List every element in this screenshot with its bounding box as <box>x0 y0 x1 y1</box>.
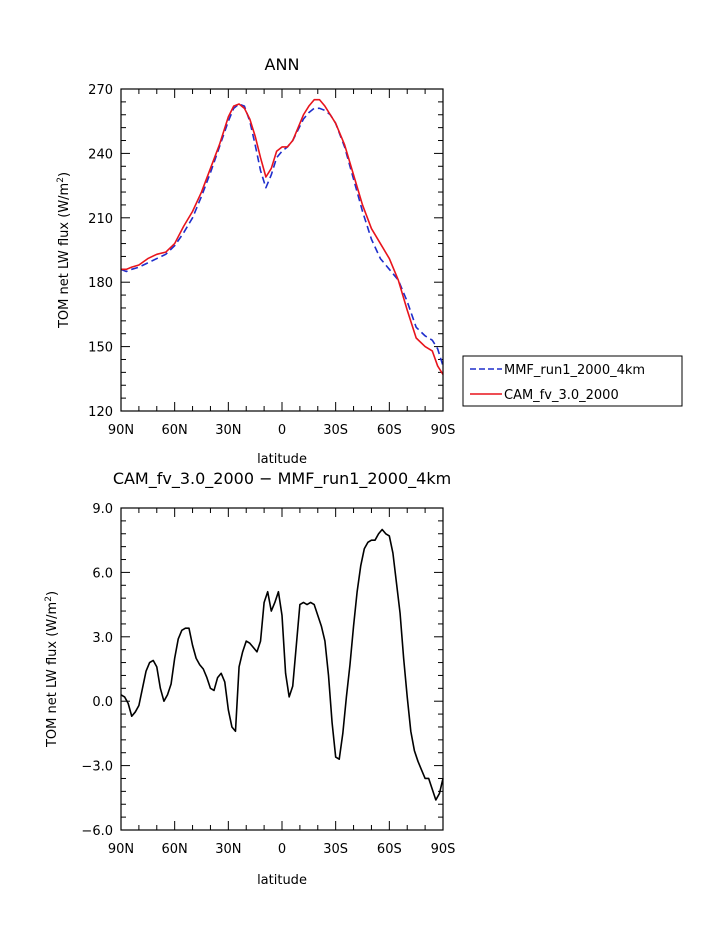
top-y-axis-label: TOM net LW flux (W/m2) <box>56 172 72 329</box>
bottom-x-tick-label: 90N <box>108 842 134 857</box>
top-x-tick-label: 0 <box>278 423 286 438</box>
bottom-plot-frame <box>120 507 444 831</box>
top-x-ticks: 90N 60N 30N 0 30S 60S 90S <box>108 89 456 438</box>
bottom-series-line-difference <box>120 528 444 801</box>
bottom-y-ticks: −6.0 −3.0 0.0 3.0 6.0 9.0 <box>81 502 443 839</box>
bottom-y-tick-label: 3.0 <box>92 631 113 646</box>
top-x-axis-label: latitude <box>257 452 307 467</box>
top-series-group <box>120 98 444 375</box>
bottom-x-tick-label: 60S <box>377 842 402 857</box>
top-y-tick-label: 240 <box>88 147 113 162</box>
bottom-x-tick-label: 30N <box>215 842 241 857</box>
top-x-tick-label: 90S <box>431 423 456 438</box>
top-y-tick-label: 210 <box>88 212 113 227</box>
top-x-tick-label: 60S <box>377 423 402 438</box>
top-plot-frame <box>120 88 444 412</box>
top-series-line-mmf-run1-2000-4km <box>120 103 444 367</box>
top-x-tick-label: 60N <box>162 423 188 438</box>
bottom-y-tick-label: 6.0 <box>92 566 113 581</box>
bottom-x-axis-label: latitude <box>257 873 307 888</box>
top-y-tick-label: 180 <box>88 276 113 291</box>
legend: MMF_run1_2000_4km CAM_fv_3.0_2000 <box>462 355 683 407</box>
top-x-tick-label: 30S <box>323 423 348 438</box>
top-plot-title: ANN <box>265 55 300 74</box>
top-x-tick-label: 90N <box>108 423 134 438</box>
bottom-x-tick-label: 90S <box>431 842 456 857</box>
top-y-tick-label: 270 <box>88 83 113 98</box>
top-series-line-cam-fv-3-0-2000 <box>121 98 444 375</box>
legend-box <box>462 355 683 407</box>
bottom-y-tick-label: −6.0 <box>81 824 113 839</box>
bottom-y-tick-label: 9.0 <box>92 502 113 517</box>
bottom-x-tick-label: 30S <box>323 842 348 857</box>
legend-label-mmf: MMF_run1_2000_4km <box>504 363 645 378</box>
top-y-tick-label: 150 <box>88 341 113 356</box>
top-x-tick-label: 30N <box>215 423 241 438</box>
bottom-y-tick-label: 0.0 <box>92 695 113 710</box>
top-y-tick-label: 120 <box>88 405 113 420</box>
top-y-ticks: 120 150 180 210 240 270 <box>88 83 443 420</box>
bottom-x-tick-label: 60N <box>162 842 188 857</box>
bottom-x-tick-label: 0 <box>278 842 286 857</box>
bottom-series-group <box>120 528 444 801</box>
legend-label-cam: CAM_fv_3.0_2000 <box>504 388 619 403</box>
bottom-plot-title: CAM_fv_3.0_2000 − MMF_run1_2000_4km <box>113 469 451 489</box>
bottom-y-tick-label: −3.0 <box>81 760 113 775</box>
bottom-panel: CAM_fv_3.0_2000 − MMF_run1_2000_4km −6.0… <box>44 469 455 888</box>
bottom-y-axis-label: TOM net LW flux (W/m2) <box>44 591 60 748</box>
